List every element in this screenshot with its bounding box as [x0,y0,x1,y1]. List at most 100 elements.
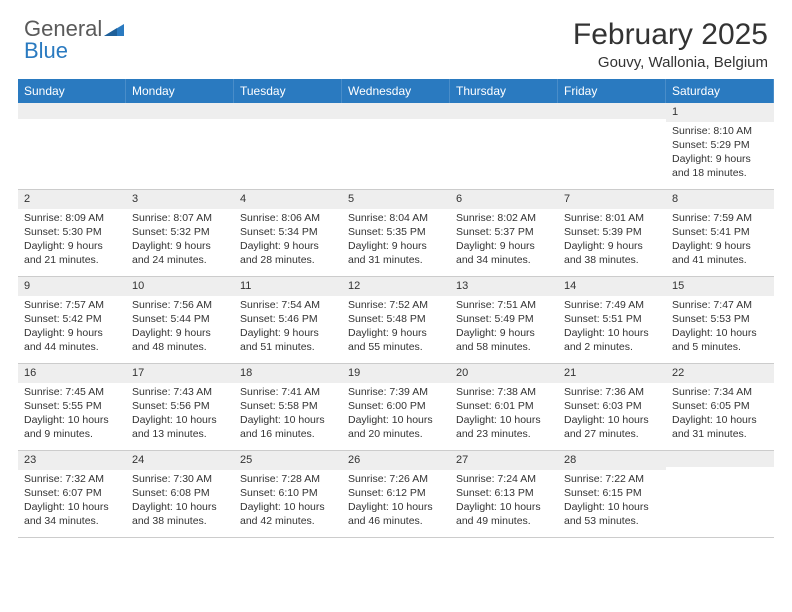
sunrise-text: Sunrise: 7:30 AM [132,472,228,486]
sunset-text: Sunset: 6:03 PM [564,399,660,413]
day-number [558,103,666,119]
day-cell: 20Sunrise: 7:38 AMSunset: 6:01 PMDayligh… [450,364,558,450]
day-number: 15 [666,277,774,296]
sunrise-text: Sunrise: 7:22 AM [564,472,660,486]
day-number: 4 [234,190,342,209]
day-content [126,119,234,125]
day-number: 7 [558,190,666,209]
day-cell: 14Sunrise: 7:49 AMSunset: 5:51 PMDayligh… [558,277,666,363]
day-number: 25 [234,451,342,470]
day-header-tuesday: Tuesday [234,79,342,103]
day-number: 23 [18,451,126,470]
sunset-text: Sunset: 5:55 PM [24,399,120,413]
daylight-text: Daylight: 10 hours and 5 minutes. [672,326,768,354]
weeks-container: 1Sunrise: 8:10 AMSunset: 5:29 PMDaylight… [18,103,774,538]
day-content: Sunrise: 7:43 AMSunset: 5:56 PMDaylight:… [126,383,234,446]
sunset-text: Sunset: 6:15 PM [564,486,660,500]
day-header-monday: Monday [126,79,234,103]
sunrise-text: Sunrise: 8:07 AM [132,211,228,225]
day-number: 26 [342,451,450,470]
day-cell: 18Sunrise: 7:41 AMSunset: 5:58 PMDayligh… [234,364,342,450]
location-text: Gouvy, Wallonia, Belgium [573,54,768,71]
day-content: Sunrise: 8:10 AMSunset: 5:29 PMDaylight:… [666,122,774,185]
sunrise-text: Sunrise: 7:49 AM [564,298,660,312]
day-number: 19 [342,364,450,383]
daylight-text: Daylight: 9 hours and 34 minutes. [456,239,552,267]
sunrise-text: Sunrise: 8:01 AM [564,211,660,225]
day-cell: 28Sunrise: 7:22 AMSunset: 6:15 PMDayligh… [558,451,666,537]
day-cell: 26Sunrise: 7:26 AMSunset: 6:12 PMDayligh… [342,451,450,537]
sunset-text: Sunset: 5:46 PM [240,312,336,326]
day-cell: 3Sunrise: 8:07 AMSunset: 5:32 PMDaylight… [126,190,234,276]
month-title: February 2025 [573,18,768,52]
day-content [234,119,342,125]
day-header-wednesday: Wednesday [342,79,450,103]
daylight-text: Daylight: 9 hours and 21 minutes. [24,239,120,267]
sunrise-text: Sunrise: 7:26 AM [348,472,444,486]
day-cell [126,103,234,189]
sunset-text: Sunset: 5:49 PM [456,312,552,326]
day-number: 1 [666,103,774,122]
day-cell: 21Sunrise: 7:36 AMSunset: 6:03 PMDayligh… [558,364,666,450]
day-number: 18 [234,364,342,383]
day-cell: 5Sunrise: 8:04 AMSunset: 5:35 PMDaylight… [342,190,450,276]
day-number: 28 [558,451,666,470]
week-row: 23Sunrise: 7:32 AMSunset: 6:07 PMDayligh… [18,451,774,538]
day-number: 3 [126,190,234,209]
sunrise-text: Sunrise: 7:34 AM [672,385,768,399]
sunrise-text: Sunrise: 7:36 AM [564,385,660,399]
day-content [450,119,558,125]
day-cell: 23Sunrise: 7:32 AMSunset: 6:07 PMDayligh… [18,451,126,537]
day-cell: 16Sunrise: 7:45 AMSunset: 5:55 PMDayligh… [18,364,126,450]
sunrise-text: Sunrise: 7:51 AM [456,298,552,312]
sunrise-text: Sunrise: 7:54 AM [240,298,336,312]
day-number [666,451,774,467]
day-content: Sunrise: 7:45 AMSunset: 5:55 PMDaylight:… [18,383,126,446]
day-cell: 11Sunrise: 7:54 AMSunset: 5:46 PMDayligh… [234,277,342,363]
day-number [18,103,126,119]
title-block: February 2025 Gouvy, Wallonia, Belgium [573,18,768,71]
daylight-text: Daylight: 9 hours and 55 minutes. [348,326,444,354]
day-number: 14 [558,277,666,296]
daylight-text: Daylight: 10 hours and 38 minutes. [132,500,228,528]
calendar: Sunday Monday Tuesday Wednesday Thursday… [0,79,792,538]
sunset-text: Sunset: 6:10 PM [240,486,336,500]
day-content: Sunrise: 7:49 AMSunset: 5:51 PMDaylight:… [558,296,666,359]
daylight-text: Daylight: 9 hours and 38 minutes. [564,239,660,267]
day-content: Sunrise: 8:02 AMSunset: 5:37 PMDaylight:… [450,209,558,272]
sunrise-text: Sunrise: 7:24 AM [456,472,552,486]
week-row: 1Sunrise: 8:10 AMSunset: 5:29 PMDaylight… [18,103,774,190]
week-row: 2Sunrise: 8:09 AMSunset: 5:30 PMDaylight… [18,190,774,277]
sunrise-text: Sunrise: 8:09 AM [24,211,120,225]
sunrise-text: Sunrise: 7:57 AM [24,298,120,312]
day-cell: 25Sunrise: 7:28 AMSunset: 6:10 PMDayligh… [234,451,342,537]
day-content [666,467,774,473]
day-number: 12 [342,277,450,296]
daylight-text: Daylight: 10 hours and 42 minutes. [240,500,336,528]
daylight-text: Daylight: 10 hours and 13 minutes. [132,413,228,441]
sunset-text: Sunset: 5:48 PM [348,312,444,326]
day-header-friday: Friday [558,79,666,103]
day-content: Sunrise: 7:59 AMSunset: 5:41 PMDaylight:… [666,209,774,272]
day-cell: 1Sunrise: 8:10 AMSunset: 5:29 PMDaylight… [666,103,774,189]
day-cell: 15Sunrise: 7:47 AMSunset: 5:53 PMDayligh… [666,277,774,363]
day-cell: 17Sunrise: 7:43 AMSunset: 5:56 PMDayligh… [126,364,234,450]
sunrise-text: Sunrise: 7:39 AM [348,385,444,399]
day-content: Sunrise: 7:57 AMSunset: 5:42 PMDaylight:… [18,296,126,359]
day-cell: 9Sunrise: 7:57 AMSunset: 5:42 PMDaylight… [18,277,126,363]
sunrise-text: Sunrise: 8:04 AM [348,211,444,225]
day-number: 20 [450,364,558,383]
day-content: Sunrise: 8:01 AMSunset: 5:39 PMDaylight:… [558,209,666,272]
day-content: Sunrise: 7:41 AMSunset: 5:58 PMDaylight:… [234,383,342,446]
sunset-text: Sunset: 5:56 PM [132,399,228,413]
day-cell: 2Sunrise: 8:09 AMSunset: 5:30 PMDaylight… [18,190,126,276]
logo: GeneralBlue [24,18,124,62]
day-number: 9 [18,277,126,296]
day-number: 11 [234,277,342,296]
daylight-text: Daylight: 9 hours and 24 minutes. [132,239,228,267]
sunrise-text: Sunrise: 7:41 AM [240,385,336,399]
sunrise-text: Sunrise: 7:43 AM [132,385,228,399]
day-number: 2 [18,190,126,209]
daylight-text: Daylight: 10 hours and 34 minutes. [24,500,120,528]
sunset-text: Sunset: 6:07 PM [24,486,120,500]
